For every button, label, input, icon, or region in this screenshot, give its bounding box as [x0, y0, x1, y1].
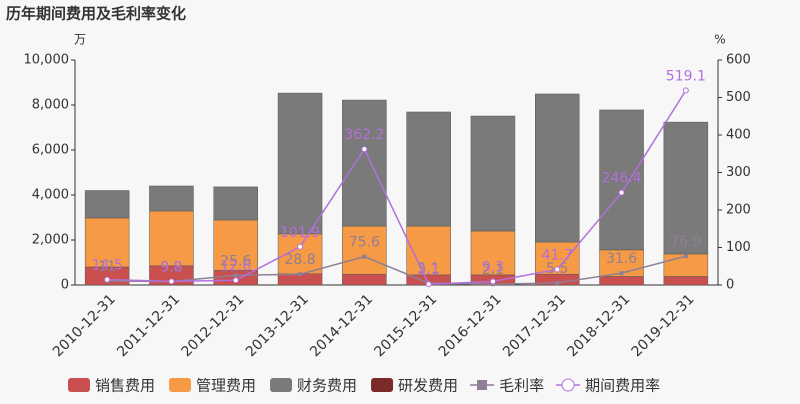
- y-unit: 万: [74, 33, 86, 47]
- data-label: 519.1: [666, 68, 706, 84]
- bar-segment: [342, 273, 387, 286]
- bar-segment: [213, 186, 258, 221]
- bar-segment: [599, 109, 644, 251]
- legend-swatch: [371, 378, 394, 392]
- line-marker: [425, 281, 432, 288]
- data-label: 9.8: [160, 259, 182, 275]
- data-label: 101.9: [280, 225, 320, 241]
- data-label: 2.1: [418, 262, 440, 278]
- data-label: 2.1: [482, 262, 504, 278]
- line-marker: [298, 272, 303, 277]
- x-tick-label: 2016-12-31: [436, 291, 505, 360]
- x-tick-label: 2013-12-31: [243, 291, 312, 360]
- y-tick-label: 4,000: [32, 188, 69, 203]
- line-marker: [555, 280, 560, 285]
- legend-swatch: [270, 378, 293, 392]
- line-marker: [104, 276, 111, 283]
- line-marker: [361, 146, 368, 153]
- line: [107, 89, 687, 285]
- legend-marker: [477, 380, 488, 390]
- line-marker: [233, 273, 238, 278]
- y2-tick-label: 200: [726, 203, 751, 218]
- data-label: 14.5: [92, 258, 123, 274]
- bar-segment: [342, 99, 387, 227]
- y2-tick-label: 300: [726, 165, 751, 180]
- y2-tick-label: 400: [726, 128, 751, 143]
- y2-tick-label: 0: [726, 278, 734, 293]
- x-tick-label: 2015-12-31: [371, 291, 440, 360]
- y2-unit: %: [714, 33, 725, 47]
- x-tick-label: 2017-12-31: [500, 291, 569, 360]
- bar-segment: [470, 115, 516, 232]
- x-tick-label: 2011-12-31: [114, 291, 183, 360]
- y-tick-label: 8,000: [32, 98, 69, 113]
- bar-segment: [406, 111, 451, 227]
- x-tick-label: 2012-12-31: [179, 291, 248, 360]
- bar-segment: [663, 276, 709, 286]
- y-tick-label: 10,000: [24, 53, 70, 68]
- line-marker: [554, 266, 561, 273]
- bar-segment: [470, 230, 516, 276]
- x-tick-label: 2014-12-31: [307, 291, 376, 360]
- y2-tick-label: 500: [726, 90, 751, 105]
- y2-tick-label: 100: [726, 240, 751, 255]
- bar-segment: [84, 190, 130, 219]
- legend-label: 毛利率: [499, 377, 544, 395]
- x-tick-label: 2019-12-31: [629, 291, 698, 360]
- data-label: 31.6: [606, 251, 637, 267]
- bar-segment: [149, 210, 194, 267]
- bar-segment: [599, 276, 644, 286]
- data-label: 25.6: [220, 253, 251, 269]
- line-marker: [168, 278, 175, 285]
- line-marker: [618, 189, 625, 196]
- data-label: 9.2: [160, 260, 182, 276]
- bar-segment: [149, 185, 194, 212]
- bar-segment: [277, 92, 323, 235]
- x-tick-label: 2018-12-31: [564, 291, 633, 360]
- data-label: 246.4: [602, 171, 642, 187]
- line-marker: [489, 278, 496, 285]
- legend-label: 研发费用: [398, 377, 458, 395]
- line-marker: [683, 254, 688, 259]
- bar-segment: [84, 217, 130, 268]
- data-label: 28.8: [284, 252, 315, 268]
- line-marker: [362, 254, 367, 259]
- bar-segment: [535, 93, 580, 243]
- y-tick-label: 2,000: [32, 233, 69, 248]
- legend-label: 管理费用: [196, 377, 256, 395]
- y-tick-label: 6,000: [32, 143, 69, 158]
- chart-title: 历年期间费用及毛利率变化: [6, 5, 186, 23]
- line-marker: [297, 243, 304, 250]
- legend-label: 财务费用: [297, 377, 357, 395]
- bar-segment: [213, 219, 258, 271]
- bar-segment: [406, 225, 451, 276]
- legend-label: 期间费用率: [585, 377, 660, 395]
- data-label: 11: [98, 259, 116, 275]
- legend-marker: [561, 378, 575, 392]
- line-marker: [619, 271, 624, 276]
- y-tick-label: 0: [61, 278, 69, 293]
- bar-segment: [663, 121, 709, 255]
- data-label: 9.3: [482, 260, 504, 276]
- data-label: 75.6: [349, 235, 380, 251]
- data-label: 362.2: [344, 127, 384, 143]
- x-tick-label: 2010-12-31: [50, 291, 119, 360]
- data-label: 41.7: [542, 247, 573, 263]
- legend-swatch: [68, 378, 90, 392]
- y2-tick-label: 600: [726, 53, 751, 68]
- legend-label: 销售费用: [95, 377, 155, 395]
- bar-segment: [342, 225, 387, 275]
- line: [107, 255, 687, 285]
- data-label: 76.9: [670, 234, 701, 250]
- data-label: 12.6: [220, 258, 251, 274]
- line-marker: [682, 87, 689, 94]
- legend-swatch: [169, 378, 192, 392]
- line-marker: [232, 277, 239, 284]
